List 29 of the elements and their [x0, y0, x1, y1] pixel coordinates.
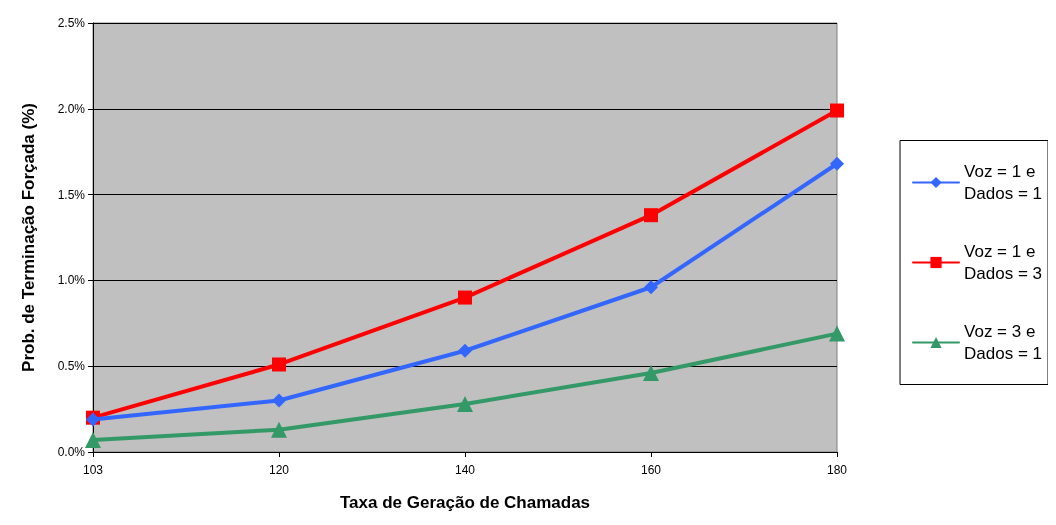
point	[458, 290, 472, 305]
point	[830, 103, 844, 118]
point	[643, 365, 659, 382]
point	[829, 325, 845, 342]
x-tick-label: 180	[826, 463, 848, 477]
y-axis-title: Prob. de Terminação Forçada (%)	[19, 103, 38, 372]
y-tick-label: 1.0%	[57, 273, 86, 288]
y-tick-label: 0.0%	[57, 445, 86, 459]
point	[457, 395, 473, 412]
y-tick-label: 0.5%	[57, 359, 86, 374]
legend-label: Voz = 1 e Dados = 1	[964, 162, 1043, 203]
point	[85, 431, 101, 448]
point	[644, 208, 658, 223]
point	[271, 421, 287, 438]
x-axis-title: Taxa de Geração de Chamadas	[339, 493, 591, 512]
y-tick-label: 1.5%	[57, 187, 86, 202]
point	[644, 280, 658, 295]
y-tick-label: 2.5%	[57, 16, 86, 30]
x-tick-label: 140	[454, 463, 476, 477]
x-tick-label: 160	[640, 463, 662, 477]
x-tick-label: 103	[82, 463, 104, 477]
point	[830, 156, 844, 171]
point	[272, 393, 286, 408]
x-tick-label: 120	[268, 463, 290, 477]
legend-label: Voz = 1 e Dados = 3	[964, 242, 1043, 283]
y-tick-label: 2.0%	[57, 101, 86, 116]
point	[458, 343, 472, 358]
point	[272, 357, 286, 372]
legend-label: Voz = 3 e Dados = 1	[964, 322, 1043, 363]
